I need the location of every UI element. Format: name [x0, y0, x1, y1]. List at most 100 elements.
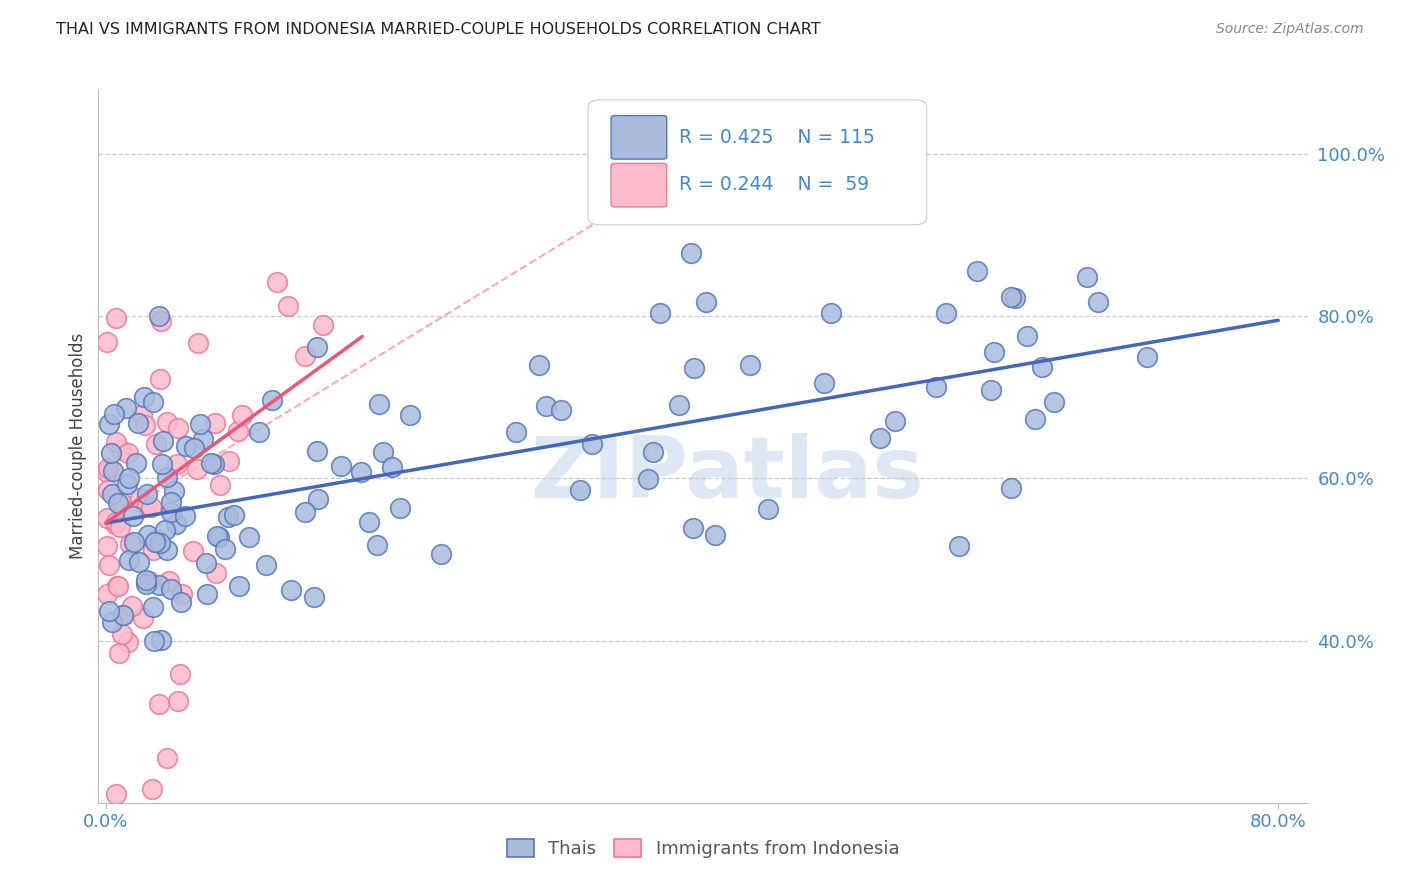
Point — [181, 544, 204, 558]
Point — [112, 607, 135, 622]
Point — [505, 425, 527, 440]
Point — [156, 751, 179, 765]
Point — [115, 476, 138, 491]
Text: THAI VS IMMIGRANTS FROM INDONESIA MARRIED-COUPLE HOUSEHOLDS CORRELATION CHART: THAI VS IMMIGRANTS FROM INDONESIA MARRIE… — [56, 22, 821, 37]
Point — [1024, 411, 1046, 425]
Point — [136, 528, 159, 542]
Point — [205, 566, 228, 581]
Point — [1076, 269, 1098, 284]
FancyBboxPatch shape — [612, 163, 666, 207]
Point — [637, 473, 659, 487]
Point — [869, 431, 891, 445]
Point — [156, 415, 179, 429]
Point — [226, 424, 249, 438]
Point — [247, 425, 270, 440]
Point — [107, 646, 129, 660]
Point — [159, 574, 181, 588]
Point — [648, 306, 671, 320]
Point — [207, 529, 229, 543]
Point — [142, 542, 165, 557]
Point — [668, 398, 690, 412]
Point — [117, 634, 139, 648]
Point — [153, 523, 176, 537]
Point — [150, 632, 173, 647]
Point — [173, 509, 195, 524]
Point — [142, 600, 165, 615]
Point — [148, 309, 170, 323]
Point — [228, 579, 250, 593]
Point — [141, 500, 163, 514]
Point — [756, 501, 779, 516]
Point — [148, 578, 170, 592]
Point — [145, 436, 167, 450]
Point — [277, 299, 299, 313]
Point — [948, 540, 970, 554]
Point — [983, 345, 1005, 359]
Point — [108, 520, 131, 534]
Point — [167, 421, 190, 435]
Point — [105, 579, 128, 593]
Point — [150, 457, 173, 471]
FancyBboxPatch shape — [612, 116, 666, 159]
Point — [183, 441, 205, 455]
Point — [138, 574, 160, 588]
Point — [966, 264, 988, 278]
FancyBboxPatch shape — [588, 100, 927, 225]
Point — [550, 403, 572, 417]
Point — [204, 457, 226, 471]
Point — [389, 500, 412, 515]
Point — [108, 494, 131, 508]
Point — [371, 445, 394, 459]
Point — [568, 483, 591, 497]
Point — [148, 697, 170, 711]
Text: Source: ZipAtlas.com: Source: ZipAtlas.com — [1216, 22, 1364, 37]
Point — [104, 311, 127, 326]
Point — [115, 401, 138, 415]
Point — [156, 543, 179, 558]
Point — [266, 275, 288, 289]
Point — [1031, 360, 1053, 375]
Point — [167, 694, 190, 708]
Point — [104, 787, 127, 801]
Point — [149, 535, 172, 549]
Point — [96, 586, 118, 600]
Point — [128, 555, 150, 569]
Text: ZIPatlas: ZIPatlas — [530, 433, 924, 516]
Point — [124, 456, 146, 470]
Point — [165, 516, 187, 531]
Point — [170, 587, 193, 601]
Point — [141, 782, 163, 797]
Point — [163, 484, 186, 499]
Point — [107, 579, 129, 593]
Point — [110, 442, 132, 457]
Point — [884, 414, 907, 428]
Point — [101, 464, 124, 478]
Point — [122, 508, 145, 523]
Point — [682, 360, 704, 375]
Point — [107, 496, 129, 510]
Point — [1043, 394, 1066, 409]
Point — [105, 515, 128, 529]
Point — [820, 306, 842, 320]
Point — [682, 521, 704, 535]
Point — [121, 599, 143, 613]
Point — [813, 376, 835, 390]
Point — [208, 530, 231, 544]
Text: R = 0.425    N = 115: R = 0.425 N = 115 — [679, 128, 875, 146]
Point — [101, 487, 124, 501]
Point — [132, 611, 155, 625]
Point — [131, 408, 153, 422]
Point — [359, 515, 381, 529]
Point — [381, 460, 404, 475]
Point — [254, 558, 277, 573]
Point — [350, 465, 373, 479]
Point — [104, 516, 127, 531]
Point — [111, 627, 134, 641]
Point — [366, 538, 388, 552]
Point — [100, 615, 122, 629]
Point — [1000, 290, 1022, 304]
Point — [294, 505, 316, 519]
Point — [152, 434, 174, 448]
Point — [399, 408, 422, 422]
Point — [97, 461, 120, 475]
